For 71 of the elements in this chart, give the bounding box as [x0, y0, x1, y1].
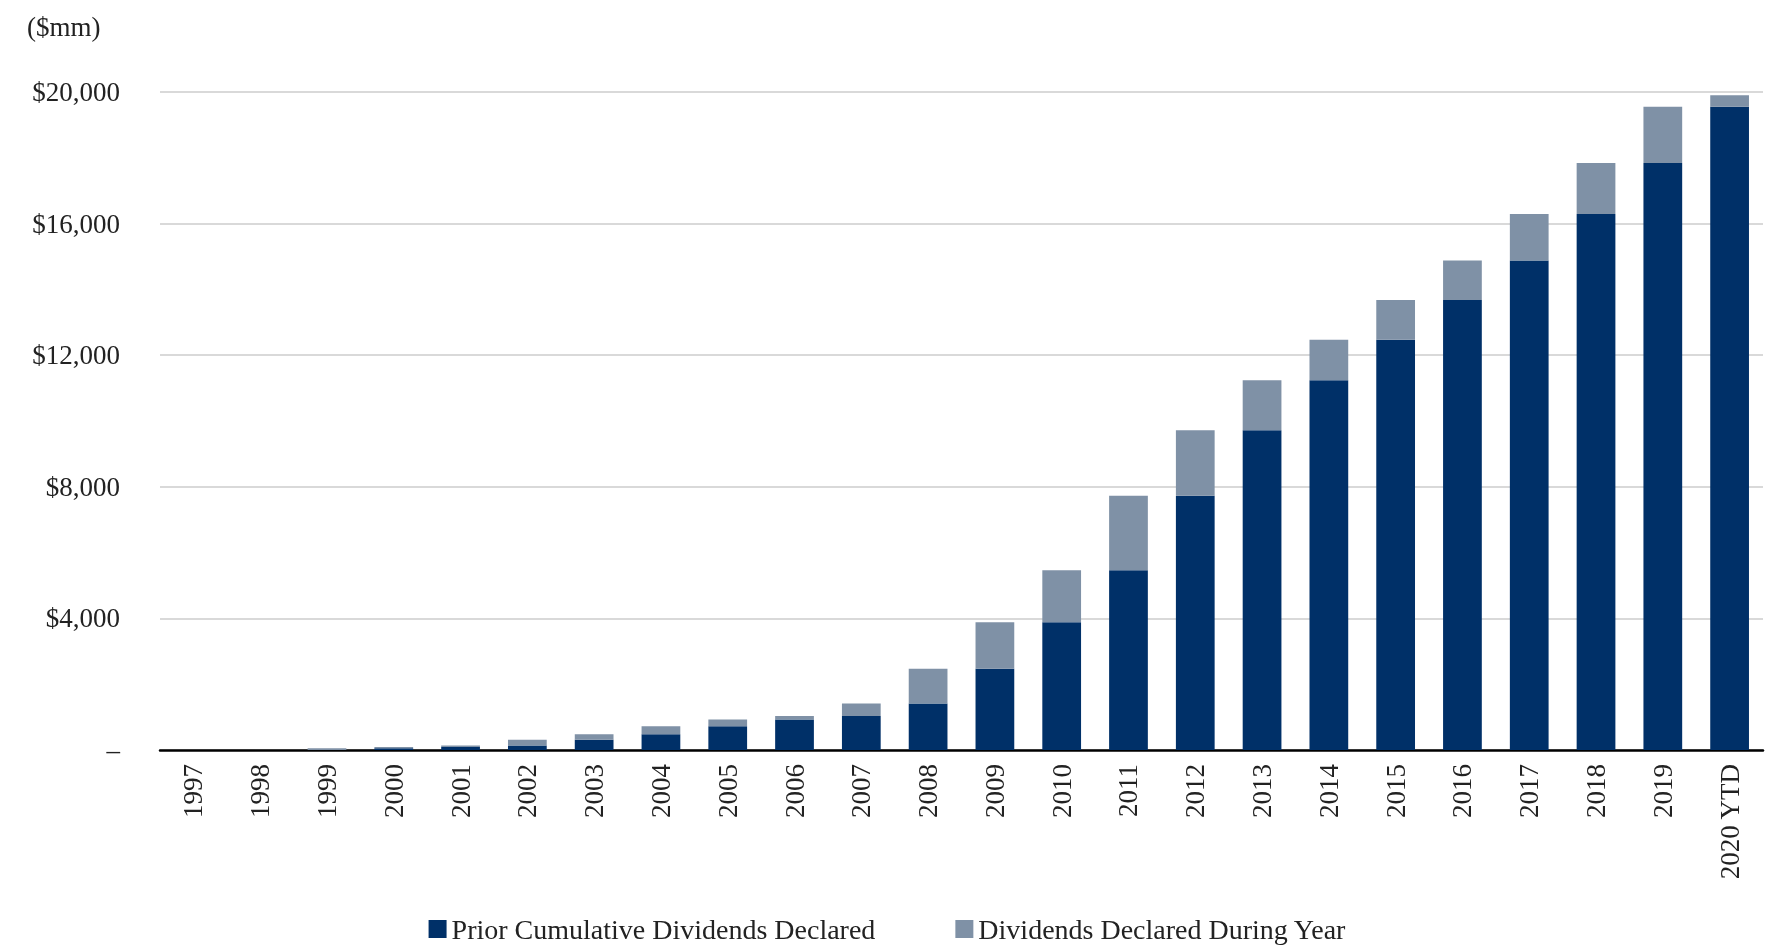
bar	[1309, 339, 1349, 381]
bar	[641, 726, 681, 735]
x-tick-label: 2019	[1647, 764, 1678, 818]
bar	[1242, 430, 1282, 750]
bar	[1576, 163, 1616, 215]
bar	[775, 716, 814, 720]
bar	[1042, 570, 1082, 623]
bar	[574, 739, 614, 750]
bar	[908, 703, 948, 750]
x-tick-label: 2006	[779, 764, 810, 818]
bar	[1509, 260, 1549, 750]
x-tick-label: 1999	[311, 764, 342, 818]
bar	[1443, 260, 1482, 300]
x-tick-label: 2016	[1447, 764, 1478, 818]
bar	[708, 719, 748, 727]
bar	[841, 716, 881, 750]
x-tick-label: 2011	[1113, 764, 1144, 817]
x-tick-label: 2002	[512, 764, 543, 818]
y-tick-label: $8,000	[45, 471, 120, 502]
bar	[908, 668, 948, 704]
x-tick-label: 2004	[645, 763, 676, 818]
y-tick-label: –	[105, 735, 121, 765]
x-tick-label: 2018	[1581, 764, 1612, 818]
bar	[1376, 299, 1416, 340]
bar	[1242, 380, 1282, 431]
x-tick-label: 2010	[1046, 764, 1077, 818]
bar	[574, 734, 614, 740]
bar	[1376, 339, 1416, 750]
x-tick-label: 2017	[1514, 764, 1545, 818]
bar	[1710, 106, 1749, 750]
bar	[841, 703, 881, 717]
x-tick-label: 2009	[979, 764, 1010, 818]
x-tick-label: 2015	[1380, 764, 1411, 818]
x-tick-label: 2012	[1180, 764, 1211, 818]
bar	[1710, 95, 1749, 107]
bar	[1443, 299, 1482, 750]
x-tick-label: 2003	[579, 764, 610, 818]
bar	[1175, 430, 1215, 496]
y-tick-label: $4,000	[45, 603, 120, 634]
x-tick-label: 2013	[1247, 764, 1278, 818]
x-tick-label: 2001	[445, 764, 476, 818]
bar	[975, 622, 1015, 669]
x-tick-label: 2005	[712, 764, 743, 818]
x-tick-label: 2007	[846, 764, 877, 818]
bar	[507, 745, 547, 750]
bar	[1042, 622, 1082, 750]
y-tick-label: $12,000	[32, 340, 120, 371]
x-tick-label: 2020 YTD	[1714, 764, 1745, 880]
bar	[641, 734, 681, 750]
bar	[1643, 106, 1683, 164]
x-tick-label: 1998	[245, 764, 276, 818]
bar	[1643, 163, 1683, 750]
bar	[1576, 214, 1616, 750]
bar	[1109, 495, 1148, 571]
bar	[1309, 380, 1349, 750]
x-tick-label: 1997	[178, 764, 209, 818]
bar	[1509, 214, 1549, 261]
legend-label: Dividends Declared During Year	[978, 913, 1347, 945]
legend-label: Prior Cumulative Dividends Declared	[451, 913, 876, 945]
y-axis-title: ($mm)	[27, 11, 101, 42]
bar	[1109, 570, 1148, 750]
bar	[507, 739, 547, 746]
y-tick-label: $20,000	[32, 77, 120, 107]
x-tick-label: 2000	[378, 764, 409, 818]
bar	[975, 668, 1015, 750]
x-tick-label: 2008	[913, 764, 944, 818]
bar	[708, 726, 748, 750]
bar	[775, 719, 814, 750]
y-tick-label: $16,000	[32, 208, 120, 239]
bar	[1175, 495, 1215, 750]
x-tick-label: 2014	[1313, 763, 1344, 818]
